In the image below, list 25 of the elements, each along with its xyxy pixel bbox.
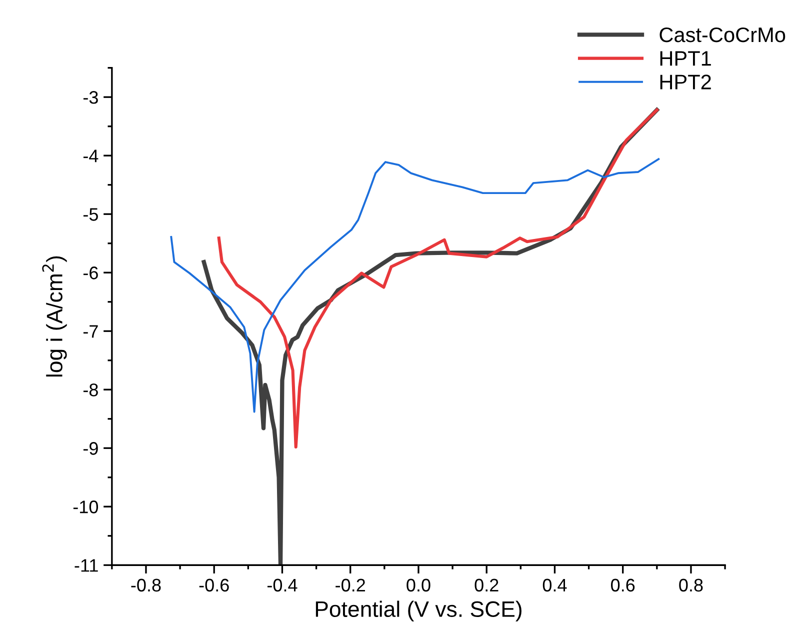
y-tick-label: -10 — [73, 500, 98, 514]
line-series — [217, 108, 658, 448]
x-tick-label: 0.0 — [406, 578, 430, 592]
y-axis-title: log i (A/cm$^{2}$) — [42, 256, 67, 377]
y-tick-label: -6 — [83, 266, 98, 280]
y-tick-label: -11 — [74, 559, 98, 572]
x-tick-label: 0.2 — [474, 578, 498, 592]
x-tick-label: -0.8 — [131, 578, 161, 592]
y-tick-label: -8 — [83, 384, 98, 396]
legend-label: Cast-CoCrMo — [660, 27, 786, 42]
x-tick-label: -0.4 — [267, 578, 298, 592]
x-tick-label: 0.6 — [611, 578, 635, 592]
y-tick-label: -3 — [83, 91, 98, 104]
x-tick-label: 0.8 — [679, 578, 703, 592]
y-tick-label: -4 — [83, 150, 98, 162]
x-tick-label: 0.4 — [542, 578, 567, 592]
legend-label: HPT1 — [660, 51, 711, 66]
x-tick-label: -0.6 — [199, 578, 229, 592]
line-series — [170, 158, 660, 413]
y-tick-label: -9 — [83, 442, 98, 455]
legend-label: HPT2 — [660, 74, 711, 90]
y-tick-label: -7 — [83, 325, 98, 338]
x-axis-title: Potential (V vs. SCE) — [316, 600, 522, 622]
x-tick-label: -0.2 — [336, 578, 366, 592]
y-tick-label: -5 — [83, 208, 98, 221]
